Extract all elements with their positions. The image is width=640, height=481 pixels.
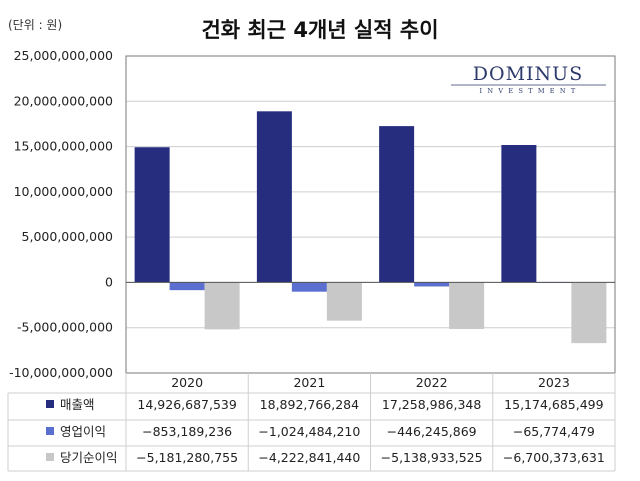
bar-매출액-2023 (501, 144, 537, 283)
plot-frame (125, 55, 616, 374)
series-name: 당기순이익 (60, 450, 118, 465)
data-label: −5,138,933,525 (381, 450, 483, 465)
axes: 25,000,000,000 20,000,000,000 15,000,000,0… (9, 48, 616, 380)
unit-label: (단위 : 원) (8, 18, 63, 32)
category-label: 2021 (293, 375, 325, 390)
data-label: 14,926,687,539 (137, 397, 236, 412)
category-label: 2020 (171, 375, 203, 390)
data-label: −5,181,280,755 (136, 450, 238, 465)
legend-key-영업이익 (46, 427, 54, 435)
bar-당기순이익-2023 (571, 282, 607, 344)
y-tick-label: 0 (105, 274, 113, 289)
bar-당기순이익-2021 (326, 282, 362, 321)
bar-영업이익-2021 (291, 282, 327, 292)
y-tick-label: 20,000,000,000 (14, 93, 113, 108)
data-label: 17,258,986,348 (382, 397, 481, 412)
data-label: −853,189,236 (142, 424, 232, 439)
bar-당기순이익-2020 (204, 282, 240, 330)
data-label: 15,174,685,499 (504, 397, 603, 412)
bars (134, 111, 607, 344)
logo-subtitle: INVESTMENT (480, 87, 581, 95)
y-tick-label: 25,000,000,000 (14, 48, 113, 63)
y-tick-label: 10,000,000,000 (14, 184, 113, 199)
data-label: −1,024,484,210 (258, 424, 360, 439)
data-label: −446,245,869 (387, 424, 477, 439)
logo-name: DOMINUS (473, 63, 583, 85)
category-label: 2023 (538, 375, 570, 390)
dominus-logo: DOMINUS INVESTMENT (451, 63, 606, 95)
y-tick-label: -10,000,000,000 (9, 365, 113, 380)
series-name: 영업이익 (60, 424, 106, 439)
y-tick-label: -5,000,000,000 (17, 320, 113, 335)
bar-영업이익-2022 (414, 282, 450, 287)
data-table: 2020 2021 2022 2023 매출액 14,926,687,539 18,892,… (7, 373, 616, 472)
data-label: 18,892,766,284 (260, 397, 359, 412)
chart-title: 건화 최근 4개년 실적 추이 (201, 18, 439, 42)
bar-매출액-2020 (134, 147, 170, 283)
bar-당기순이익-2022 (449, 282, 485, 329)
y-tick-label: 5,000,000,000 (22, 229, 113, 244)
grid-lines (126, 55, 615, 374)
legend-key-당기순이익 (46, 453, 54, 461)
data-label: −6,700,373,631 (503, 450, 605, 465)
bar-영업이익-2020 (169, 282, 205, 291)
bar-매출액-2021 (256, 111, 292, 283)
data-label: −65,774,479 (513, 424, 595, 439)
y-tick-label: 15,000,000,000 (14, 139, 113, 154)
bar-매출액-2022 (379, 126, 415, 283)
legend-key-매출액 (46, 400, 54, 408)
series-name: 매출액 (60, 397, 95, 412)
data-label: −4,222,841,440 (258, 450, 360, 465)
category-label: 2022 (416, 375, 448, 390)
